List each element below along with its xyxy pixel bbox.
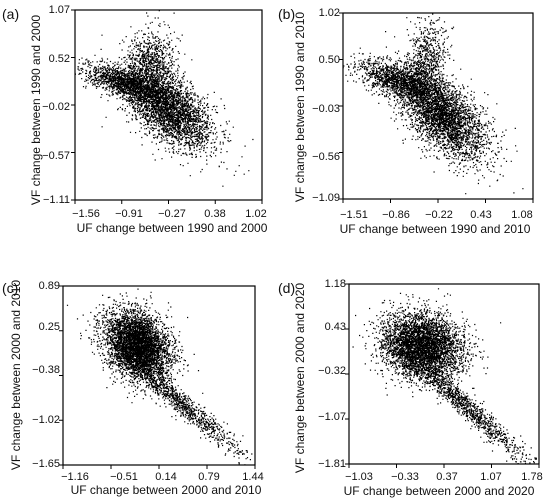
panel-c-ytick-1: 0.89 (39, 280, 60, 292)
panel-d-xtick-1: −1.03 (345, 471, 373, 483)
panel-c-ytick-5: −1.65 (32, 458, 60, 470)
panel-a-xtick-4: 0.38 (204, 208, 225, 220)
panel-b-ylabel: VF change between 1990 and 2010 (293, 12, 307, 202)
panel-b: (b) VF change between 1990 and 2010 UF c… (278, 6, 533, 236)
panel-b-plot (339, 12, 534, 203)
panel-d: (d) VF change between 2000 and 2020 UF c… (278, 278, 543, 498)
panel-c-ytick-2: 0.25 (39, 321, 60, 333)
panel-c-plot (59, 285, 256, 469)
panel-a-ylabel: VF change between 1990 and 2000 (29, 15, 43, 205)
panel-b-ytick-1: 1.02 (319, 7, 340, 19)
panel-d-xtick-5: 1.78 (521, 471, 542, 483)
panel-a: (a) VF change between 1990 and 2000 UF c… (2, 4, 268, 235)
panel-a-xlabel: UF change between 1990 and 2000 (77, 221, 268, 235)
panel-b-xtick-4: 0.43 (470, 209, 491, 221)
panel-c-xtick-4: 0.79 (198, 471, 219, 483)
panel-c-xlabel: UF change between 2000 and 2010 (71, 483, 262, 497)
panel-b-ytick-4: −0.56 (312, 151, 340, 163)
panel-c-label: (c) (2, 280, 18, 296)
panel-b-xtick-5: 1.08 (511, 209, 532, 221)
panel-d-ytick-2: 0.43 (325, 321, 346, 333)
panel-b-xtick-3: −0.22 (425, 209, 453, 221)
panel-b-ytick-5: −1.09 (312, 192, 340, 204)
panel-c: (c) VF change between 2000 and 2010 UF c… (2, 280, 264, 497)
panel-b-ytick-2: 0.50 (319, 54, 340, 66)
panel-d-ytick-3: −0.32 (318, 365, 346, 377)
panel-a-ytick-1: 1.07 (49, 4, 70, 16)
panel-d-ytick-4: −1.07 (318, 411, 346, 423)
panel-a-xtick-1: −1.56 (72, 208, 100, 220)
panel-a-plot (71, 9, 263, 204)
panel-c-ylabel: VF change between 2000 and 2010 (9, 280, 23, 470)
panel-c-xtick-1: −1.16 (61, 471, 89, 483)
panel-d-xtick-4: 1.07 (480, 471, 501, 483)
panel-c-scatter-points (66, 288, 254, 465)
panel-a-xtick-2: −0.91 (115, 208, 143, 220)
panel-b-ytick-3: −0.03 (312, 103, 340, 115)
panel-a-scatter-points (75, 10, 254, 187)
panel-a-ytick-4: −0.57 (42, 150, 70, 162)
panel-b-xtick-1: −1.51 (340, 209, 368, 221)
panel-a-ytick-3: −0.02 (42, 101, 70, 113)
panel-a-label: (a) (2, 6, 19, 22)
panel-c-xtick-5: 1.44 (242, 471, 263, 483)
panel-d-ytick-1: 1.18 (325, 278, 346, 290)
panel-a-xtick-3: −0.27 (158, 208, 186, 220)
panel-a-ytick-5: −1.11 (43, 194, 70, 206)
panel-d-ytick-5: −1.81 (318, 458, 346, 470)
panel-b-xlabel: UF change between 1990 and 2010 (340, 222, 531, 236)
panel-c-xtick-2: −0.51 (110, 471, 138, 483)
panel-d-scatter-points (352, 288, 539, 464)
panel-c-ytick-4: −1.02 (32, 414, 60, 426)
panel-c-ytick-3: −0.38 (32, 364, 60, 376)
panel-d-ylabel: VF change between 2000 and 2020 (293, 283, 307, 473)
panel-d-xtick-2: −0.33 (391, 471, 419, 483)
panel-d-xlabel: UF change between 2000 and 2020 (344, 484, 535, 498)
panel-a-xtick-5: 1.02 (245, 208, 266, 220)
panel-b-label: (b) (278, 6, 295, 22)
panel-a-ytick-2: 0.52 (49, 53, 70, 65)
panel-c-xtick-3: 0.14 (155, 471, 176, 483)
panel-d-label: (d) (278, 280, 295, 296)
panel-d-xtick-3: 0.37 (436, 471, 457, 483)
panel-d-plot (345, 283, 540, 468)
panel-b-xtick-2: −0.86 (382, 209, 410, 221)
plot-areas (59, 9, 540, 469)
